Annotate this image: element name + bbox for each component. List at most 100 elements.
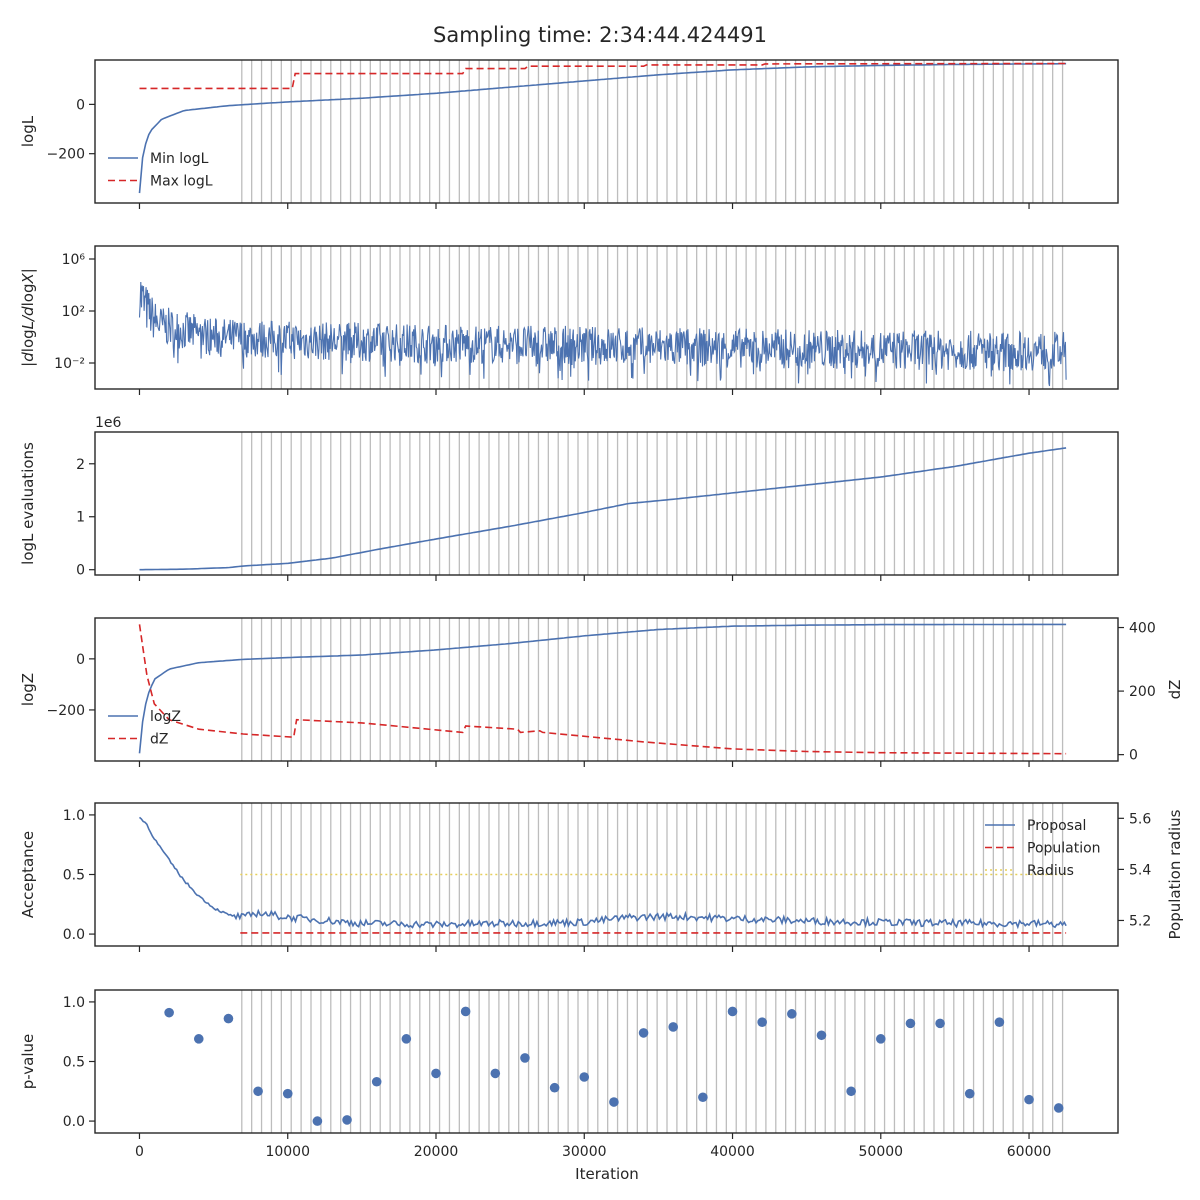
panel-6: 1.0 0.5 0.0 0 10000 20000 30000 40000 50000 60000… <box>19 989 1119 1160</box>
y-tick-label: 10⁶ <box>62 252 86 268</box>
data-point <box>1024 1094 1034 1105</box>
data-point <box>638 1028 649 1038</box>
legend: Min logL Max logL <box>108 151 213 190</box>
data-point <box>490 1068 501 1079</box>
data-point <box>579 1072 590 1082</box>
y-right-tick-label: 5.6 <box>1129 811 1151 827</box>
legend-label: Radius <box>1027 863 1074 879</box>
series-line <box>138 624 1067 755</box>
data-point <box>282 1088 293 1099</box>
data-point <box>875 1034 886 1044</box>
y-tick-label: 0.5 <box>63 868 85 884</box>
legend: Proposal Population Radius <box>985 818 1101 879</box>
panel-3: 0 1 2 logL evaluations 1e6 <box>19 415 1119 581</box>
series-line <box>138 816 1067 930</box>
data-point <box>193 1034 204 1044</box>
y-scale-label: 1e6 <box>95 415 122 431</box>
legend-label: Min logL <box>150 151 209 167</box>
data-point <box>460 1006 471 1017</box>
y-right-axis-label: dZ <box>1166 680 1184 700</box>
y-axis-label: p-value <box>19 1034 37 1090</box>
data-point <box>431 1068 441 1079</box>
y-tick-label: 1.0 <box>63 808 85 824</box>
y-tick-label: 2 <box>76 457 85 473</box>
y-right-tick-label: 200 <box>1129 684 1156 700</box>
x-tick-label: 60000 <box>1007 1144 1052 1160</box>
y-axis-label: logL <box>19 115 37 147</box>
panel-1: 0 −200 logL Min logL Max logL <box>19 59 1119 209</box>
y-tick-label: 10² <box>62 304 85 320</box>
series-line <box>138 62 1067 194</box>
axes-frame <box>94 802 1119 947</box>
y-tick-label: 1.0 <box>63 995 85 1011</box>
data-point <box>846 1086 856 1097</box>
x-axis-label: Iteration <box>575 1165 639 1183</box>
data-point <box>727 1006 738 1017</box>
legend-label: logZ <box>150 709 181 725</box>
data-point <box>1053 1103 1064 1113</box>
iteration-markers <box>241 618 1064 761</box>
data-point <box>312 1116 323 1126</box>
series-line <box>138 281 1067 387</box>
series-line <box>138 623 1067 754</box>
y-right-tick-label: 400 <box>1129 621 1156 637</box>
iteration-markers <box>241 990 1064 1133</box>
x-tick-label: 30000 <box>562 1144 607 1160</box>
y-axis-label: Acceptance <box>19 831 37 918</box>
data-point <box>757 1017 767 1027</box>
data-point <box>253 1086 263 1097</box>
y-right-tick-label: 5.4 <box>1129 862 1151 878</box>
y-axis-label: |dlogL/dlogX| <box>19 268 37 367</box>
data-point <box>787 1009 797 1019</box>
data-point <box>698 1092 708 1103</box>
x-tick-label: 40000 <box>710 1144 755 1160</box>
axes-frame <box>94 59 1119 204</box>
legend: logZ dZ <box>108 709 181 748</box>
y-tick-label: 0.0 <box>63 927 85 943</box>
iteration-markers <box>241 246 1064 389</box>
y-axis-label: logL evaluations <box>19 442 37 565</box>
data-point <box>520 1053 530 1063</box>
axes-frame <box>94 617 1119 762</box>
data-point <box>668 1022 679 1032</box>
data-point <box>549 1082 560 1093</box>
legend-label: Population <box>1027 841 1101 857</box>
data-point <box>935 1018 945 1029</box>
data-point <box>371 1076 382 1087</box>
y-tick-label: −200 <box>47 703 85 719</box>
y-tick-label: 0 <box>76 97 85 113</box>
series-line <box>139 62 1067 90</box>
data-point <box>609 1097 619 1107</box>
y-right-tick-label: 5.2 <box>1129 913 1151 929</box>
x-tick-label: 50000 <box>859 1144 904 1160</box>
data-point <box>964 1088 975 1099</box>
x-tick-label: 20000 <box>414 1144 459 1160</box>
data-point <box>223 1013 234 1024</box>
legend-label: dZ <box>150 732 168 748</box>
x-tick-label: 10000 <box>265 1144 310 1160</box>
data-point <box>905 1018 916 1029</box>
panels: 0 −200 logL Min logL Max logL 10⁶ 10² 10⁻² |dlog… <box>19 59 1184 1160</box>
axes-frame <box>94 431 1119 576</box>
data-point <box>342 1115 352 1125</box>
series-line <box>139 447 1067 571</box>
x-tick-label: 0 <box>135 1144 144 1160</box>
y-tick-label: 0 <box>76 563 85 579</box>
y-tick-label: 0.5 <box>63 1055 85 1071</box>
legend-label: Max logL <box>150 174 213 190</box>
axes-frame <box>94 245 1119 390</box>
panel-4: 0 −200 logZ 400 200 0 dZ logZ dZ <box>19 617 1184 767</box>
panel-5: 1.0 0.5 0.0 Acceptance 5.6 5.4 5.2 Population r… <box>19 802 1184 952</box>
data-point <box>401 1034 412 1044</box>
y-tick-label: 0 <box>76 652 85 668</box>
iteration-markers <box>241 432 1064 575</box>
axes-frame <box>94 989 1119 1134</box>
data-point <box>816 1030 827 1041</box>
y-tick-label: −200 <box>47 147 85 163</box>
y-axis-label: logZ <box>19 673 37 706</box>
y-tick-label: 0.0 <box>63 1114 85 1130</box>
y-right-axis-label: Population radius <box>1166 809 1184 939</box>
legend-label: Proposal <box>1027 818 1086 834</box>
data-point <box>994 1017 1005 1027</box>
